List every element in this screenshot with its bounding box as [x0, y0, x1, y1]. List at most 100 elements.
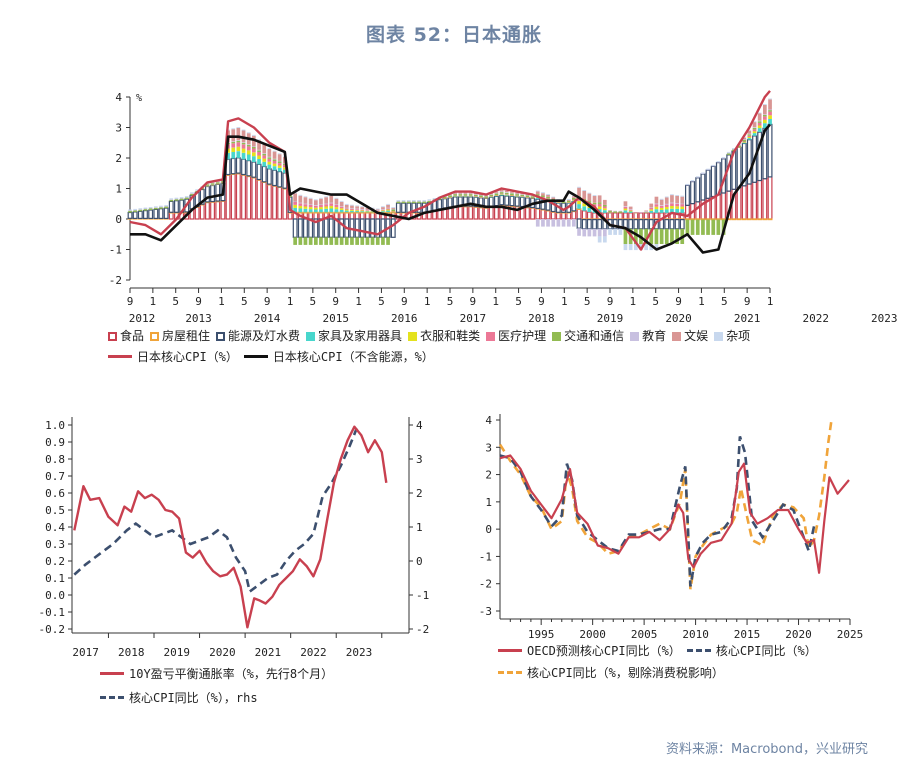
- bar-medical: [572, 199, 576, 201]
- bar-transport: [422, 201, 427, 204]
- bar-clothing: [577, 201, 581, 205]
- bar-food: [287, 212, 293, 220]
- x-tick-label-1: 9: [264, 295, 271, 308]
- bar-energy: [442, 198, 448, 209]
- x-tick-label-1: 9: [401, 295, 408, 308]
- bar-medical: [675, 203, 679, 207]
- bar-transport: [252, 147, 256, 149]
- bar-clothing: [252, 152, 256, 157]
- bar-education: [582, 228, 587, 237]
- bar-food: [483, 207, 489, 220]
- bar-furniture: [277, 167, 282, 172]
- x-tick-label-3: 2000: [579, 628, 606, 641]
- legend-item: 核心CPI同比（%）: [686, 640, 817, 662]
- bar-medical: [510, 195, 514, 196]
- bar-transport: [515, 194, 519, 196]
- bar-recreation: [747, 130, 752, 134]
- bar-education: [535, 219, 540, 227]
- bar-food: [272, 185, 278, 220]
- bar-furniture: [752, 133, 757, 136]
- bar-education: [329, 202, 334, 204]
- x-tick-label-3: 2025: [837, 628, 864, 641]
- bar-food: [463, 206, 468, 220]
- bar-clothing: [262, 158, 267, 162]
- bar-medical: [231, 143, 236, 148]
- x-tick-label-1: 5: [721, 295, 728, 308]
- bar-food: [581, 210, 587, 220]
- bar-transport: [685, 219, 690, 235]
- bar-misc: [675, 195, 679, 196]
- bar-transport: [417, 201, 421, 204]
- bar-medical: [458, 195, 463, 197]
- bar-rent: [308, 211, 314, 214]
- bar-medical: [566, 202, 571, 203]
- bar-clothing: [386, 209, 390, 211]
- bar-furniture: [303, 208, 308, 213]
- bar-education: [324, 203, 328, 205]
- bar-education: [711, 165, 716, 167]
- x-tick-label-1: 5: [310, 295, 317, 308]
- bar-transport: [303, 237, 308, 245]
- bar-clothing: [675, 206, 679, 209]
- y-tick-label-3: 1: [485, 496, 492, 509]
- bar-education: [195, 190, 199, 191]
- bar-food: [318, 212, 324, 220]
- bar-energy: [241, 158, 246, 176]
- bar-food: [246, 175, 252, 220]
- bar-furniture: [329, 208, 334, 213]
- bar-energy: [199, 188, 205, 205]
- legend-swatch: [498, 649, 522, 652]
- bar-furniture: [365, 211, 370, 213]
- x-year-label-1: 2017: [460, 312, 487, 325]
- bar-food: [535, 208, 541, 220]
- y-tick-label-left-2: 0.5: [45, 504, 65, 517]
- bar-transport: [298, 237, 303, 245]
- bar-recreation: [504, 190, 509, 193]
- bar-clothing: [365, 210, 370, 212]
- bar-transport: [479, 195, 483, 197]
- bar-clothing: [458, 196, 463, 197]
- bar-education: [577, 228, 581, 236]
- bar-transport: [164, 206, 168, 209]
- bar-education: [448, 194, 452, 196]
- bar-transport: [360, 237, 365, 245]
- bar-food: [752, 181, 758, 220]
- bar-energy: [323, 218, 329, 238]
- bar-misc: [695, 176, 700, 178]
- legend-label: OECD预测核心CPI同比（%）: [527, 644, 681, 658]
- bar-misc: [618, 228, 623, 235]
- bar-transport: [453, 194, 457, 196]
- bar-misc: [133, 208, 137, 210]
- x-year-label-1: 2018: [528, 312, 555, 325]
- bar-education: [432, 198, 437, 200]
- bar-transport: [747, 134, 752, 136]
- legend-item: 核心CPI同比（%），rhs: [100, 686, 333, 710]
- legend-item: 交通和通信: [552, 326, 624, 347]
- bar-medical: [494, 195, 499, 196]
- bar-rent: [344, 211, 350, 214]
- x-year-label-1: 2012: [129, 312, 156, 325]
- x-year-label-1: 2019: [597, 312, 624, 325]
- bar-education: [164, 206, 168, 207]
- bar-education: [716, 162, 721, 163]
- bar-misc: [298, 194, 303, 196]
- bar-rent: [715, 218, 721, 221]
- bar-misc: [566, 199, 571, 200]
- bar-transport: [319, 237, 323, 245]
- bar-recreation: [541, 193, 545, 196]
- bar-energy: [437, 199, 443, 210]
- bar-furniture: [566, 202, 571, 204]
- bar-misc: [587, 192, 592, 194]
- bar-food: [545, 210, 551, 220]
- x-tick-label-2: 2018: [118, 646, 145, 659]
- bar-rent: [576, 208, 582, 211]
- bar-medical: [267, 158, 272, 162]
- legend-swatch: [306, 332, 316, 341]
- x-tick-label-1: 1: [287, 295, 294, 308]
- x-year-label-1: 2013: [185, 312, 212, 325]
- bar-transport: [690, 219, 695, 235]
- bar-food: [576, 208, 582, 220]
- y-tick-label-right-2: 0: [416, 555, 423, 568]
- bar-education: [128, 210, 132, 211]
- bar-transport: [412, 201, 416, 204]
